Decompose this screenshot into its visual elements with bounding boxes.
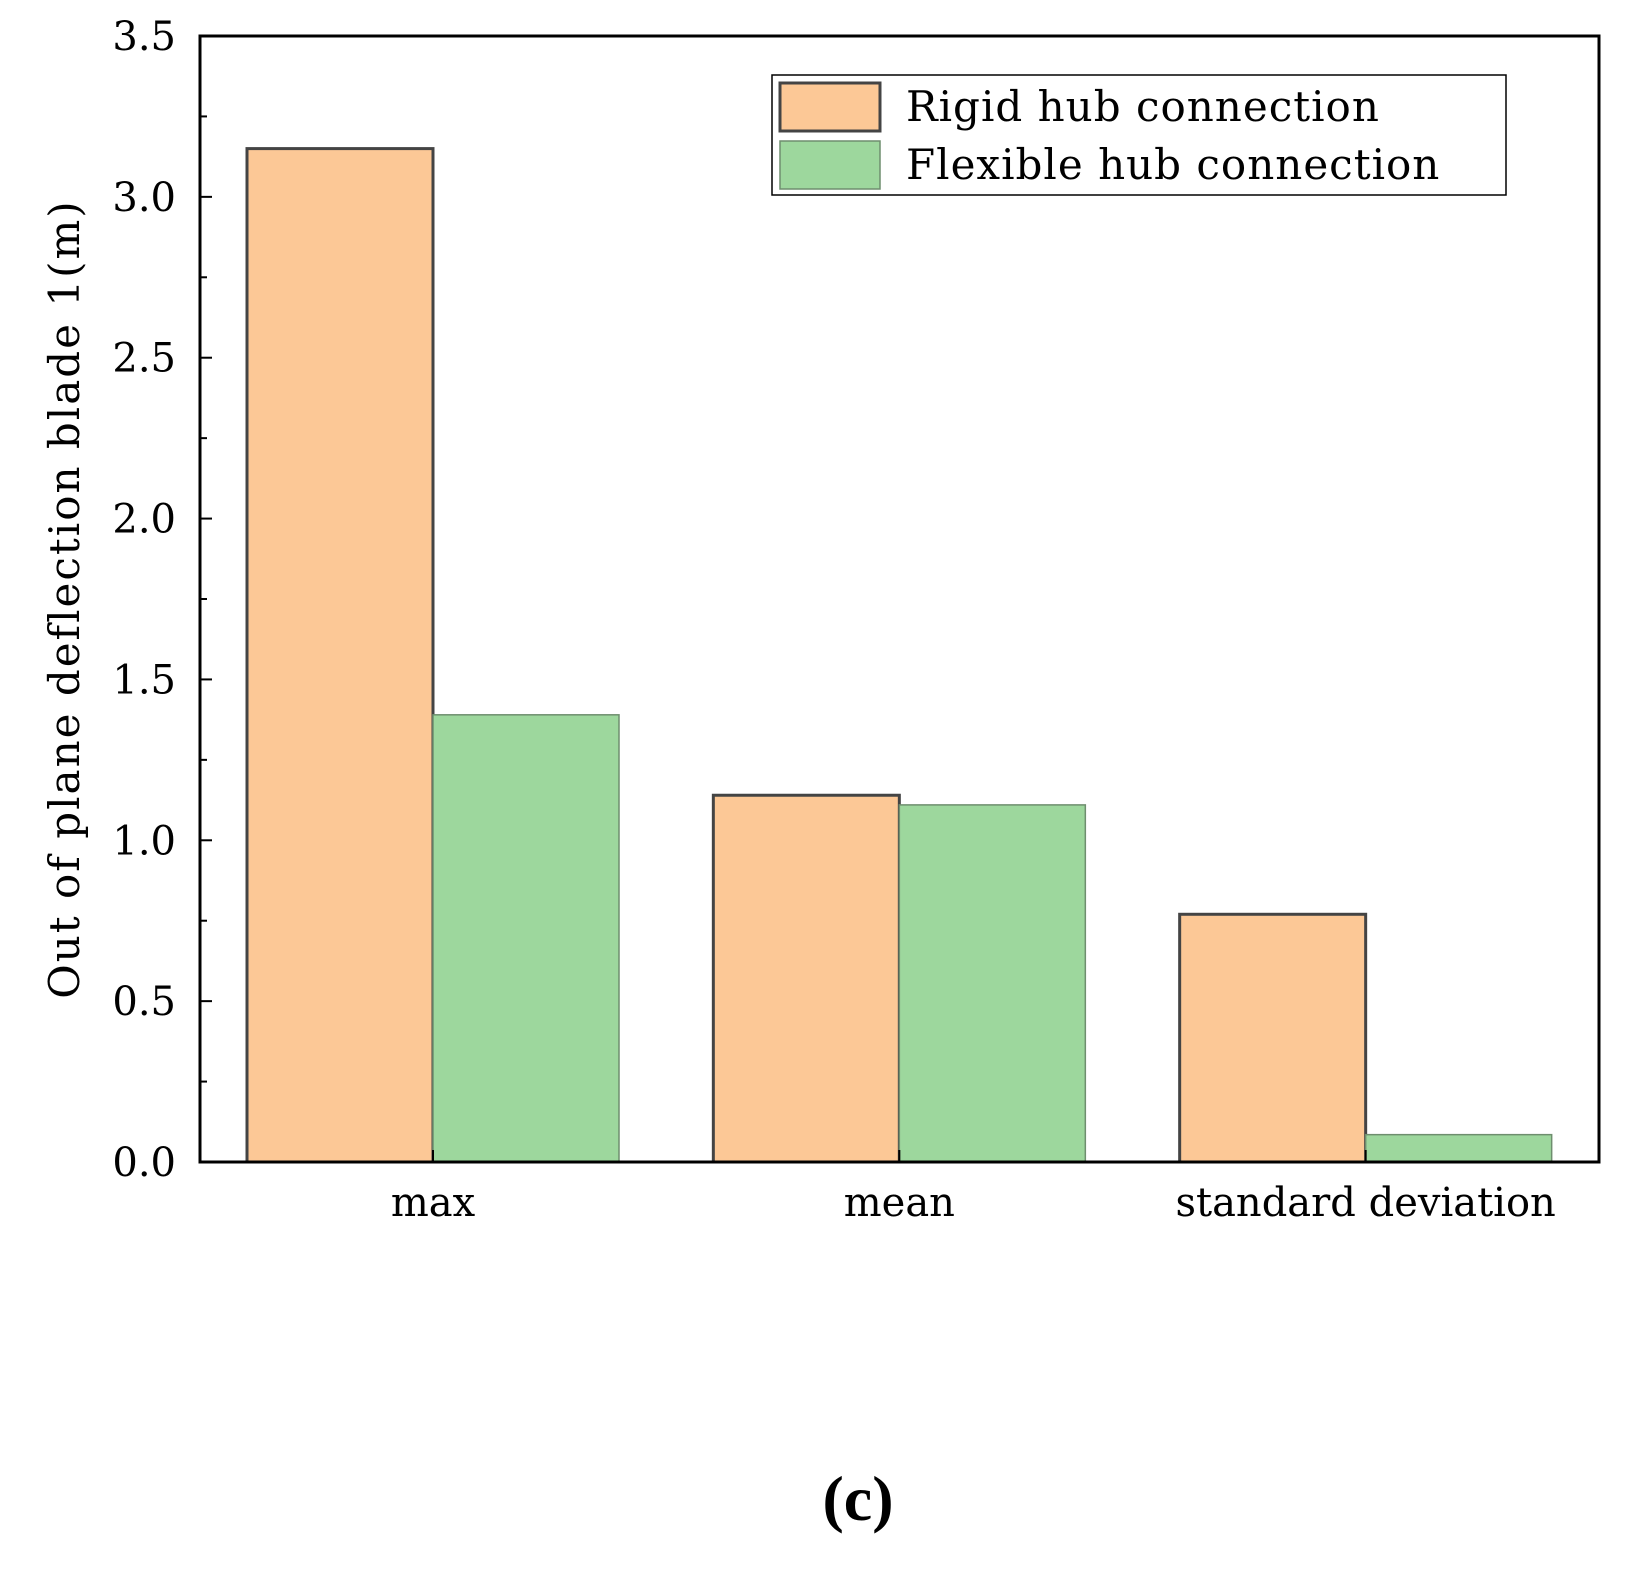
legend: Rigid hub connection Flexible hub connect… (771, 74, 1507, 196)
y-axis-title: Out of plane deflection blade 1(m) (40, 199, 89, 998)
y-tick-label: 2.0 (112, 497, 176, 543)
panel-label: (c) (822, 1463, 893, 1534)
x-axis: max mean standard deviation (391, 1150, 1556, 1226)
legend-box (771, 74, 1507, 196)
y-tick-label: 1.5 (112, 657, 176, 703)
bar-rigid-standard-deviation (1178, 912, 1368, 1164)
legend-swatch-flexible (779, 140, 881, 190)
legend-label-rigid: Rigid hub connection (906, 82, 1380, 131)
bar-rigid-mean (711, 793, 901, 1164)
legend-swatch-rigid (778, 81, 882, 133)
y-axis: 0.0 0.5 1.0 1.5 2.0 2.5 3.0 3.5 (112, 14, 212, 1186)
bar-flexible-max (432, 714, 620, 1163)
y-tick-label: 3.0 (112, 175, 176, 221)
y-tick-label: 2.5 (112, 336, 176, 382)
y-tick-label: 3.5 (112, 14, 176, 60)
x-tick-label: max (391, 1180, 476, 1226)
bars-group (245, 147, 1553, 1164)
x-tick-label: mean (844, 1180, 955, 1226)
bar-rigid-max (245, 147, 435, 1164)
legend-label-flexible: Flexible hub connection (906, 140, 1440, 189)
y-tick-label: 1.0 (112, 818, 176, 864)
y-tick-label: 0.0 (112, 1140, 176, 1186)
bar-flexible-mean (898, 804, 1087, 1163)
x-tick-label: standard deviation (1175, 1180, 1555, 1226)
bar-flexible-standard-deviation (1364, 1133, 1553, 1163)
y-tick-label: 0.5 (112, 979, 176, 1025)
